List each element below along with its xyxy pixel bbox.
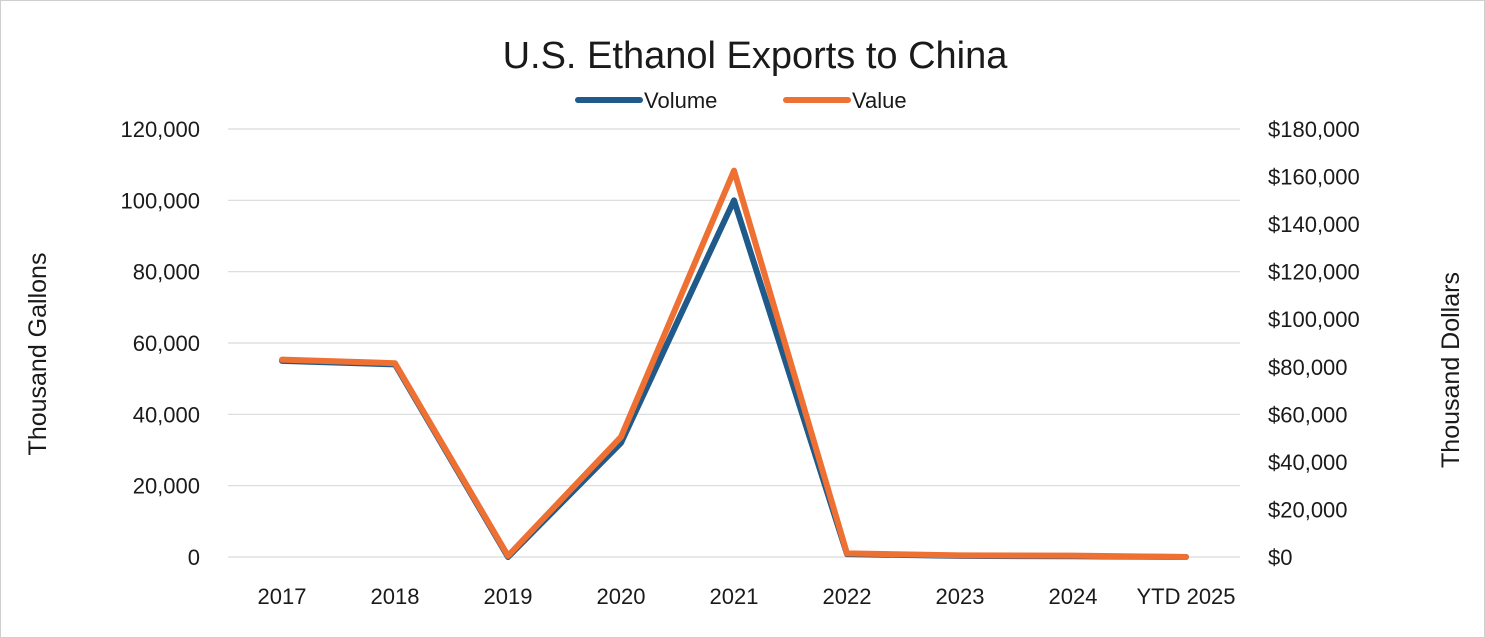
y-right-axis-title: Thousand Dollars (1437, 272, 1465, 468)
y-right-tick-label: $140,000 (1268, 212, 1360, 237)
y-right-tick-label: $80,000 (1268, 355, 1348, 380)
x-tick-label: 2021 (710, 584, 759, 609)
chart-title: U.S. Ethanol Exports to China (503, 35, 1009, 77)
y-right-tick-label: $100,000 (1268, 307, 1360, 332)
x-tick-label: 2020 (597, 584, 646, 609)
gridlines (228, 128, 1240, 558)
y-right-tick-label: $0 (1268, 545, 1292, 570)
series-line-volume (279, 197, 1189, 560)
legend-label-volume: Volume (644, 88, 717, 113)
x-tick-label: 2018 (371, 584, 420, 609)
y-left-tick-label: 40,000 (133, 402, 200, 427)
x-tick-label: YTD 2025 (1136, 584, 1235, 609)
x-tick-labels: 2017 2018 2019 2020 2021 2022 2023 2024 YTD 2025 (258, 584, 1236, 609)
x-tick-label: 2019 (484, 584, 533, 609)
series-line-value (279, 167, 1189, 560)
y-right-tick-label: $20,000 (1268, 497, 1348, 522)
y-right-tick-label: $180,000 (1268, 117, 1360, 142)
y-right-tick-label: $60,000 (1268, 402, 1348, 427)
y-left-tick-label: 80,000 (133, 260, 200, 285)
y-right-tick-labels: $0 $20,000 $40,000 $60,000 $80,000 $100,000 $1… (1268, 117, 1360, 570)
y-left-tick-label: 100,000 (120, 188, 200, 213)
y-left-tick-label: 20,000 (133, 474, 200, 499)
series-lines (279, 167, 1189, 560)
y-right-tick-label: $120,000 (1268, 260, 1360, 285)
x-tick-label: 2022 (823, 584, 872, 609)
y-left-tick-label: 120,000 (120, 117, 200, 142)
x-tick-label: 2024 (1049, 584, 1098, 609)
y-right-tick-label: $160,000 (1268, 165, 1360, 190)
y-right-tick-label: $40,000 (1268, 450, 1348, 475)
legend: Volume Value (575, 88, 907, 113)
x-tick-label: 2023 (936, 584, 985, 609)
y-left-axis-title: Thousand Gallons (24, 253, 52, 456)
y-left-tick-label: 0 (188, 545, 200, 570)
y-left-tick-label: 60,000 (133, 331, 200, 356)
y-left-tick-labels: 0 20,000 40,000 60,000 80,000 100,000 120,000 (120, 117, 200, 570)
x-tick-label: 2017 (258, 584, 307, 609)
legend-label-value: Value (852, 88, 907, 113)
